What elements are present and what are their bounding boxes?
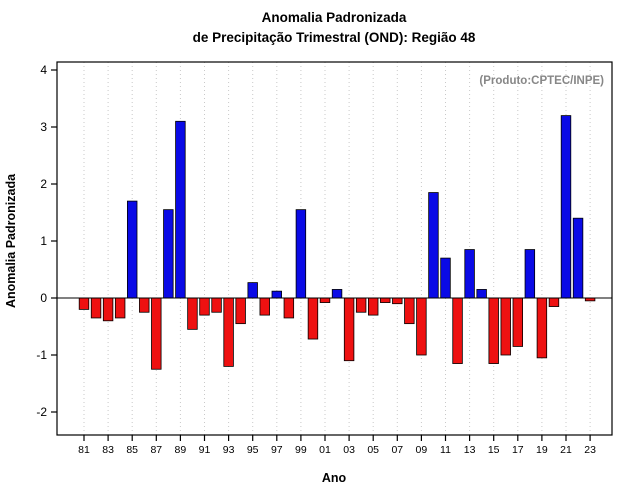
- x-tick-label: 93: [223, 444, 235, 456]
- bar-94: [235, 297, 246, 325]
- bar-86: [139, 297, 150, 313]
- bar-97: [271, 290, 283, 299]
- y-axis-title: Anomalia Padronizada: [4, 173, 18, 308]
- x-tick-label: 19: [536, 444, 548, 456]
- bar-22: [572, 217, 584, 299]
- x-tick-label: 91: [199, 444, 211, 456]
- producer-annotation: (Produto:CPTEC/INPE): [479, 75, 604, 87]
- x-tick-label: 05: [367, 444, 379, 456]
- bar-11: [440, 257, 451, 299]
- bar-03: [343, 297, 355, 362]
- bar-16: [500, 297, 511, 356]
- x-axis-title: Ano: [322, 471, 347, 485]
- bar-00: [307, 297, 319, 340]
- bar-89: [175, 120, 186, 299]
- x-tick-label: 89: [175, 444, 187, 456]
- x-tick-label: 03: [343, 444, 355, 456]
- y-tick-label: -1: [36, 348, 47, 362]
- bar-17: [512, 297, 524, 347]
- bar-04: [355, 297, 367, 313]
- y-tick-label: -2: [36, 405, 47, 419]
- chart-title-line2: de Precipitação Trimestral (OND): Região…: [193, 30, 476, 45]
- bar-87: [151, 297, 162, 370]
- x-tick-label: 87: [150, 444, 162, 456]
- bar-10: [428, 192, 439, 299]
- bar-20: [548, 297, 560, 307]
- bar-15: [488, 297, 499, 364]
- x-tick-label: 83: [102, 444, 114, 456]
- bar-83: [102, 297, 114, 322]
- x-tick-label: 01: [319, 444, 331, 456]
- bar-82: [90, 297, 102, 319]
- bar-93: [223, 297, 234, 367]
- bar-90: [187, 297, 198, 330]
- bar-18: [524, 249, 536, 299]
- x-tick-label: 99: [295, 444, 307, 456]
- x-tick-label: 95: [247, 444, 259, 456]
- x-tick-label: 81: [78, 444, 90, 456]
- bar-84: [114, 297, 126, 319]
- bar-14: [476, 289, 487, 299]
- x-tick-label: 09: [416, 444, 428, 456]
- x-tick-label: 21: [560, 444, 572, 456]
- x-tick-label: 15: [488, 444, 500, 456]
- bar-13: [464, 249, 475, 299]
- bar-88: [163, 209, 174, 299]
- y-tick-label: 4: [40, 63, 47, 77]
- bar-92: [211, 297, 222, 313]
- y-tick-label: 1: [40, 234, 47, 248]
- x-tick-label: 07: [391, 444, 403, 456]
- x-tick-label: 11: [440, 444, 451, 456]
- y-tick-label: 0: [40, 291, 47, 305]
- x-tick-label: 23: [584, 444, 596, 456]
- x-tick-label: 13: [464, 444, 476, 456]
- bar-07: [392, 297, 403, 305]
- bar-91: [199, 297, 210, 316]
- x-tick-label: 85: [126, 444, 138, 456]
- y-tick-label: 3: [40, 120, 47, 134]
- bar-99: [295, 209, 307, 299]
- bar-05: [367, 297, 379, 316]
- bar-12: [452, 297, 463, 364]
- chart-title-line1: Anomalia Padronizada: [262, 10, 407, 25]
- bar-98: [283, 297, 295, 319]
- bar-01: [319, 297, 331, 303]
- plot-border: [56, 61, 613, 436]
- x-tick-label: 97: [271, 444, 283, 456]
- bar-95: [247, 282, 258, 299]
- x-tick-label: 17: [512, 444, 524, 456]
- y-tick-label: 2: [40, 177, 47, 191]
- bar-96: [259, 297, 270, 316]
- bar-85: [127, 200, 138, 299]
- bar-81: [78, 297, 90, 310]
- bar-09: [416, 297, 427, 356]
- bar-08: [404, 297, 415, 325]
- bar-06: [380, 297, 391, 303]
- bar-02: [331, 289, 343, 299]
- bar-19: [536, 297, 548, 359]
- bar-21: [560, 115, 572, 299]
